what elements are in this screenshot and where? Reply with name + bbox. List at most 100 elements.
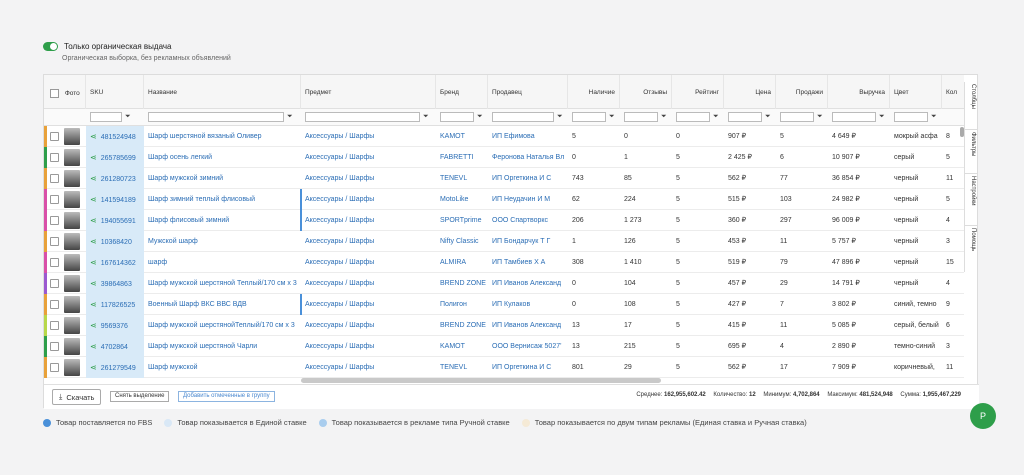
product-photo[interactable]: [64, 128, 80, 145]
cell-seller[interactable]: ООО Вернисаж 5027': [492, 343, 562, 350]
filter-brand-funnel-icon[interactable]: ⏷: [477, 113, 483, 120]
row-checkbox[interactable]: [50, 237, 59, 246]
row-checkbox[interactable]: [50, 195, 59, 204]
cell-seller[interactable]: ИП Кулаков: [492, 301, 531, 308]
filter-name-funnel-icon[interactable]: ⏷: [287, 113, 293, 120]
cell-brand[interactable]: KAMOT: [440, 343, 465, 350]
filter-subject-input[interactable]: [305, 112, 420, 122]
filter-revenue-funnel-icon[interactable]: ⏷: [879, 113, 885, 120]
cell-seller[interactable]: Феронова Наталья Вл: [492, 154, 565, 161]
row-checkbox[interactable]: [50, 132, 59, 141]
cell-seller[interactable]: ИП Иванов Александ: [492, 280, 562, 287]
filter-color[interactable]: ⏷: [894, 112, 937, 122]
filter-price[interactable]: ⏷: [728, 112, 771, 122]
share-icon[interactable]: ⋖: [90, 195, 97, 204]
share-icon[interactable]: ⋖: [90, 153, 97, 162]
cell-subject[interactable]: Аксессуары / Шарфы: [305, 154, 375, 161]
tab-filters[interactable]: Фильтры: [965, 130, 978, 174]
filter-sales-input[interactable]: [780, 112, 814, 122]
cell-seller[interactable]: ИП Оргеткина И С: [492, 364, 552, 371]
filter-revenue-input[interactable]: [832, 112, 876, 122]
header-stock[interactable]: Наличие: [568, 75, 620, 109]
row-checkbox[interactable]: [50, 258, 59, 267]
product-photo[interactable]: [64, 149, 80, 166]
cell-sku[interactable]: ⋖ 167614362: [86, 252, 144, 273]
tab-columns[interactable]: Столбцы: [965, 82, 978, 130]
filter-sales[interactable]: ⏷: [780, 112, 823, 122]
filter-stock-funnel-icon[interactable]: ⏷: [609, 113, 615, 120]
cell-sku[interactable]: ⋖ 141594189: [86, 189, 144, 210]
tab-settings[interactable]: Настройки: [965, 174, 978, 226]
sku-value[interactable]: 9569376: [100, 323, 128, 330]
product-photo[interactable]: [64, 170, 80, 187]
tab-help[interactable]: Помощь: [970, 228, 976, 252]
header-color[interactable]: Цвет: [890, 75, 942, 109]
filter-reviews-funnel-icon[interactable]: ⏷: [661, 113, 667, 120]
chat-fab-button[interactable]: Р: [970, 403, 996, 429]
cell-brand[interactable]: SPORTprime: [440, 217, 482, 224]
product-photo[interactable]: [64, 233, 80, 250]
share-icon[interactable]: ⋖: [90, 279, 97, 288]
header-sku[interactable]: SKU: [86, 75, 144, 109]
cell-brand[interactable]: BREND ZONE: [440, 280, 486, 287]
filter-seller-input[interactable]: [492, 112, 554, 122]
filter-name-input[interactable]: [148, 112, 284, 122]
product-photo[interactable]: [64, 212, 80, 229]
cell-name[interactable]: Шарф мужской: [148, 364, 198, 371]
sku-value[interactable]: 261279549: [100, 365, 136, 372]
vertical-scrollbar[interactable]: [960, 127, 964, 137]
filter-stock[interactable]: ⏷: [572, 112, 615, 122]
filter-reviews[interactable]: ⏷: [624, 112, 667, 122]
header-name[interactable]: Название: [144, 75, 301, 109]
header-select-photo[interactable]: Фото: [44, 75, 86, 109]
cell-sku[interactable]: ⋖ 265785699: [86, 147, 144, 168]
table-row[interactable]: ⋖ 10368420 Мужской шарф Аксессуары / Шарфы N…: [44, 231, 964, 252]
table-row[interactable]: ⋖ 167614362 шарф Аксессуары / Шарфы ALMIRA ИП…: [44, 252, 964, 273]
share-icon[interactable]: ⋖: [90, 321, 97, 330]
cell-name[interactable]: Шарф зимний теплый флисовый: [148, 196, 255, 203]
share-icon[interactable]: ⋖: [90, 216, 97, 225]
cell-seller[interactable]: ИП Тамбиев Х А: [492, 259, 546, 266]
add-to-group-button[interactable]: Добавить отмеченные в группу: [178, 391, 275, 402]
product-photo[interactable]: [64, 254, 80, 271]
cell-name[interactable]: Мужской шарф: [148, 238, 198, 245]
share-icon[interactable]: ⋖: [90, 300, 97, 309]
cell-subject[interactable]: Аксессуары / Шарфы: [305, 175, 375, 182]
cell-sku[interactable]: ⋖ 9569376: [86, 315, 144, 336]
table-row[interactable]: ⋖ 39864863 Шарф мужской шерстяной Теплый/1…: [44, 273, 964, 294]
sku-value[interactable]: 117826525: [100, 302, 136, 309]
filter-rating[interactable]: ⏷: [676, 112, 719, 122]
cell-subject[interactable]: Аксессуары / Шарфы: [305, 196, 375, 203]
cell-seller[interactable]: ИП Иванов Александ: [492, 322, 562, 329]
cell-sku[interactable]: ⋖ 4702864: [86, 336, 144, 357]
cell-brand[interactable]: KAMOT: [440, 133, 465, 140]
unselect-button[interactable]: Снять выделение: [110, 391, 170, 402]
share-icon[interactable]: ⋖: [90, 132, 97, 141]
cell-seller[interactable]: ИП Неудачин И М: [492, 196, 551, 203]
sku-value[interactable]: 261280723: [100, 176, 136, 183]
cell-name[interactable]: Шарф мужской шерстянойТеплый/170 см х 3: [148, 322, 295, 329]
sku-value[interactable]: 39864863: [100, 281, 132, 288]
filter-color-input[interactable]: [894, 112, 928, 122]
filter-sku[interactable]: ⏷: [90, 112, 131, 122]
cell-name[interactable]: Шарф мужской зимний: [148, 175, 224, 182]
sku-value[interactable]: 167614362: [100, 260, 136, 267]
sku-value[interactable]: 10368420: [100, 239, 132, 246]
cell-brand[interactable]: ALMIRA: [440, 259, 467, 266]
cell-brand[interactable]: TENEVL: [440, 175, 468, 182]
filter-price-input[interactable]: [728, 112, 762, 122]
table-row[interactable]: ⋖ 265785699 Шарф осень легкий Аксессуары / …: [44, 147, 964, 168]
header-sales[interactable]: Продажи: [776, 75, 828, 109]
table-row[interactable]: ⋖ 9569376 Шарф мужской шерстянойТеплый/170…: [44, 315, 964, 336]
cell-brand[interactable]: TENEVL: [440, 364, 468, 371]
filter-reviews-input[interactable]: [624, 112, 658, 122]
row-checkbox[interactable]: [50, 153, 59, 162]
product-photo[interactable]: [64, 275, 80, 292]
row-checkbox[interactable]: [50, 216, 59, 225]
share-icon[interactable]: ⋖: [90, 363, 97, 372]
filter-stock-input[interactable]: [572, 112, 606, 122]
filter-subject[interactable]: ⏷: [305, 112, 429, 122]
cell-subject[interactable]: Аксессуары / Шарфы: [305, 133, 375, 140]
cell-brand[interactable]: MotoLike: [440, 196, 469, 203]
filter-price-funnel-icon[interactable]: ⏷: [765, 113, 771, 120]
